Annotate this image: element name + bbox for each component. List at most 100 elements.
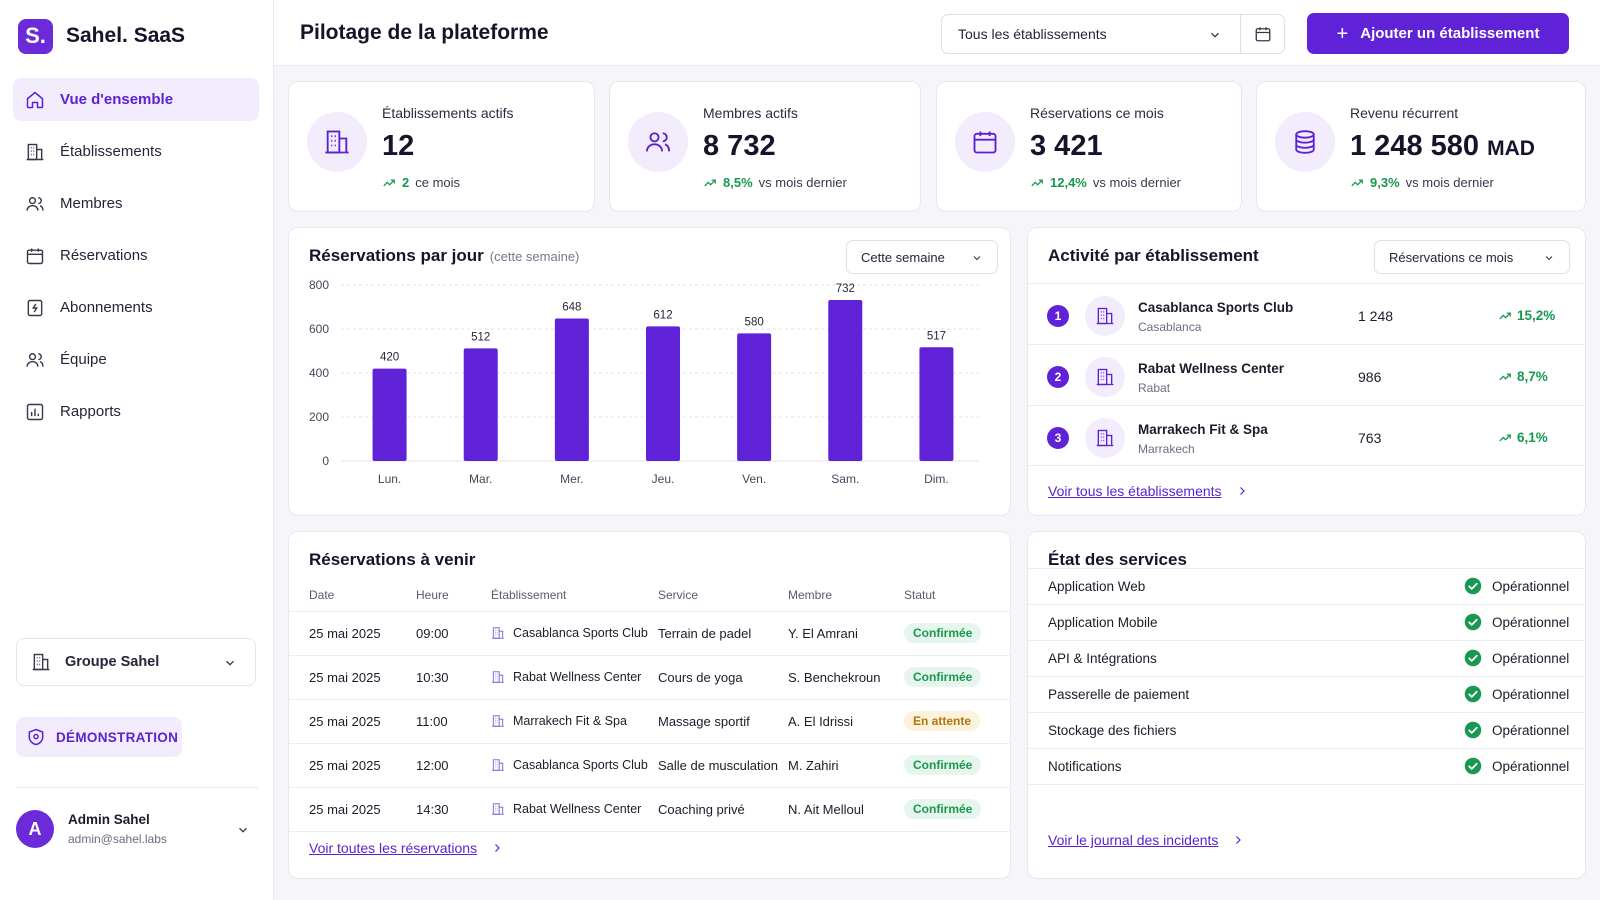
service-status: Opérationnel bbox=[1464, 577, 1569, 595]
table-row[interactable]: 25 mai 2025 12:00 Casablanca Sports Club Sa… bbox=[289, 743, 1011, 788]
building-icon bbox=[492, 715, 504, 727]
service-status: Opérationnel bbox=[1464, 721, 1569, 739]
service-name: Notifications bbox=[1048, 759, 1122, 774]
service-row: API & Intégrations Opérationnel bbox=[1028, 640, 1584, 677]
sidebar-item-overview[interactable]: Vue d'ensemble bbox=[13, 78, 259, 121]
user-email: admin@sahel.labs bbox=[68, 832, 167, 846]
kpi-delta-value: 8,5% bbox=[723, 175, 753, 190]
kpi-delta-text: ce mois bbox=[415, 175, 461, 190]
x-tick-label: Sam. bbox=[831, 472, 859, 486]
table-row[interactable]: 25 mai 2025 09:00 Casablanca Sports Club Te… bbox=[289, 611, 1011, 656]
sidebar-item-team[interactable]: Équipe bbox=[13, 338, 259, 381]
activity-row[interactable]: 3 Marrakech Fit & Spa Marrakech 763 6,1% bbox=[1028, 405, 1584, 466]
building-icon bbox=[26, 143, 44, 160]
kpi-card-establishments: Établissements actifs 12 2 ce mois bbox=[288, 81, 595, 212]
activity-title: Activité par établissement bbox=[1048, 246, 1259, 265]
table-row[interactable]: 25 mai 2025 14:30 Rabat Wellness Center Coa… bbox=[289, 787, 1011, 832]
reservations-table: Date Heure Établissement Service Membre … bbox=[289, 580, 1011, 832]
service-status-text: Opérationnel bbox=[1492, 758, 1570, 774]
rank-badge: 2 bbox=[1047, 366, 1069, 388]
services-status-card: État des services Application Web Opérati… bbox=[1027, 531, 1586, 879]
y-tick-label: 200 bbox=[309, 410, 329, 424]
user-menu[interactable]: A Admin Sahel admin@sahel.labs bbox=[16, 807, 258, 851]
table-row[interactable]: 25 mai 2025 11:00 Marrakech Fit & Spa Massa… bbox=[289, 699, 1011, 744]
brand-logo: S. bbox=[18, 18, 53, 54]
check-circle-icon bbox=[1464, 685, 1482, 703]
activity-value: 1 248 bbox=[1358, 308, 1394, 324]
sidebar-item-label: Vue d'ensemble bbox=[60, 91, 174, 108]
sidebar-item-establishments[interactable]: Établissements bbox=[13, 130, 259, 173]
chevron-down-icon bbox=[1545, 256, 1553, 261]
reservation-service: Salle de musculation bbox=[658, 743, 788, 788]
brand[interactable]: S. Sahel. SaaS bbox=[18, 18, 185, 54]
sidebar-item-members[interactable]: Membres bbox=[13, 182, 259, 225]
establishment-filter-value: Tous les établissements bbox=[958, 26, 1107, 42]
database-icon bbox=[1295, 130, 1315, 154]
activity-value: 986 bbox=[1358, 369, 1382, 385]
kpi-unit: MAD bbox=[1487, 137, 1535, 160]
sidebar-item-reservations[interactable]: Réservations bbox=[13, 234, 259, 277]
reservation-establishment: Rabat Wellness Center bbox=[491, 655, 658, 700]
view-all-establishments-link[interactable]: Voir tous les établissements bbox=[1048, 483, 1248, 499]
home-icon bbox=[26, 91, 44, 108]
reservation-date: 25 mai 2025 bbox=[309, 743, 416, 788]
sidebar-divider bbox=[16, 787, 258, 788]
trend-up-icon bbox=[383, 178, 395, 186]
view-incidents-link[interactable]: Voir le journal des incidents bbox=[1048, 832, 1244, 848]
service-row: Notifications Opérationnel bbox=[1028, 748, 1584, 785]
service-status: Opérationnel bbox=[1464, 613, 1569, 631]
bar bbox=[828, 299, 863, 461]
bar bbox=[463, 348, 498, 461]
page-title: Pilotage de la plateforme bbox=[300, 21, 549, 44]
activity-row[interactable]: 1 Casablanca Sports Club Casablanca 1 24… bbox=[1028, 283, 1584, 344]
reservation-status: Confirmée bbox=[904, 655, 1011, 700]
check-circle-icon bbox=[1464, 649, 1482, 667]
kpi-icon-wrap bbox=[307, 112, 367, 172]
reservation-establishment: Rabat Wellness Center bbox=[491, 787, 658, 832]
kpi-value: 3 421 bbox=[1030, 130, 1103, 163]
report-icon bbox=[26, 403, 44, 420]
activity-row[interactable]: 2 Rabat Wellness Center Rabat 986 8,7% bbox=[1028, 344, 1584, 405]
reservation-time: 11:00 bbox=[416, 699, 491, 744]
column-header: Heure bbox=[416, 580, 491, 612]
sidebar-item-reports[interactable]: Rapports bbox=[13, 390, 259, 433]
group-selector[interactable]: Groupe Sahel bbox=[16, 638, 256, 686]
table-row[interactable]: 25 mai 2025 10:30 Rabat Wellness Center Cou… bbox=[289, 655, 1011, 700]
reservation-time: 10:30 bbox=[416, 655, 491, 700]
kpi-value: 1 248 580 MAD bbox=[1350, 130, 1535, 163]
service-status-text: Opérationnel bbox=[1492, 578, 1570, 594]
reservation-service: Terrain de padel bbox=[658, 611, 788, 656]
reservation-status: Confirmée bbox=[904, 611, 1011, 656]
brand-name: Sahel. SaaS bbox=[66, 24, 186, 47]
chevron-down-icon bbox=[226, 660, 234, 666]
kpi-delta-value: 9,3% bbox=[1370, 175, 1400, 190]
kpi-number: 3 421 bbox=[1030, 130, 1103, 162]
date-picker-button[interactable] bbox=[1241, 14, 1285, 54]
sidebar-item-subscriptions[interactable]: Abonnements bbox=[13, 286, 259, 329]
chevron-down-icon bbox=[1211, 32, 1219, 38]
activity-filter-select[interactable]: Réservations ce mois bbox=[1374, 240, 1570, 274]
building-icon bbox=[492, 803, 504, 815]
chart-period-select[interactable]: Cette semaine bbox=[846, 240, 998, 274]
reservation-date: 25 mai 2025 bbox=[309, 787, 416, 832]
check-circle-icon bbox=[1464, 757, 1482, 775]
column-header: Date bbox=[309, 580, 416, 612]
reservation-member: A. El Idrissi bbox=[788, 699, 904, 744]
add-establishment-button[interactable]: + Ajouter un établissement bbox=[1307, 13, 1569, 54]
establishment-filter[interactable]: Tous les établissements bbox=[941, 14, 1241, 54]
sidebar-nav: Vue d'ensemble Établissements Membres Ré… bbox=[13, 78, 259, 442]
calendar-icon bbox=[973, 131, 997, 154]
reservation-status: En attente bbox=[904, 699, 1011, 744]
reservation-member: M. Zahiri bbox=[788, 743, 904, 788]
calendar-icon bbox=[26, 248, 44, 264]
building-icon bbox=[32, 653, 50, 671]
status-badge: Confirmée bbox=[904, 667, 982, 687]
reservation-service: Cours de yoga bbox=[658, 655, 788, 700]
service-status-text: Opérationnel bbox=[1492, 614, 1570, 630]
building-icon bbox=[1096, 307, 1114, 325]
activity-name: Rabat Wellness Center bbox=[1138, 361, 1285, 376]
rank-badge: 3 bbox=[1047, 427, 1069, 449]
check-circle-icon bbox=[1464, 613, 1482, 631]
reservation-member: Y. El Amrani bbox=[788, 611, 904, 656]
view-all-reservations-link[interactable]: Voir toutes les réservations bbox=[309, 840, 503, 856]
